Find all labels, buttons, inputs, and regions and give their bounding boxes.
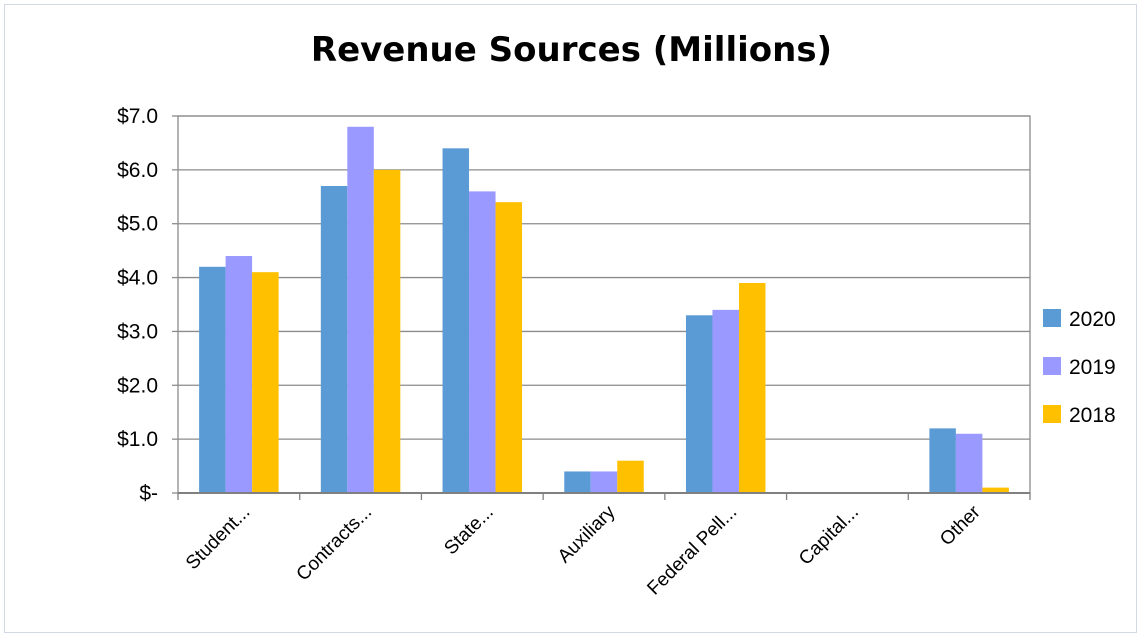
bar-2019 — [347, 126, 374, 494]
bar-2018 — [982, 487, 1009, 493]
y-tick-label: $7.0 — [117, 105, 158, 128]
legend-label: 2019 — [1069, 356, 1116, 379]
legend-swatch-2019 — [1043, 357, 1061, 375]
chart-frame — [4, 4, 1137, 633]
x-axis-ticks: Student... Contracts... State... Auxiliary F… — [182, 501, 985, 599]
bar-2020 — [564, 471, 591, 493]
bar-2018 — [495, 202, 523, 493]
gridlines — [178, 115, 1030, 440]
bar-2020 — [320, 186, 348, 493]
bar-2019 — [955, 433, 983, 493]
legend-label: 2020 — [1069, 308, 1116, 331]
legend-label: 2018 — [1069, 404, 1116, 427]
bar-2018 — [617, 460, 644, 493]
y-axis-ticks: $- $1.0 $2.0 $3.0 $4.0 $5.0 $6.0 $7.0 — [117, 105, 158, 505]
bar-2018 — [738, 282, 766, 493]
x-tick-label: Contracts... — [293, 502, 377, 586]
x-tick-label: Auxiliary — [554, 501, 620, 567]
plot-area-border — [177, 115, 1031, 494]
y-tick-label: $2.0 — [117, 374, 158, 397]
bar-2020 — [199, 266, 226, 493]
bar-2020 — [685, 315, 713, 493]
x-tick-label: Student... — [182, 502, 254, 574]
legend-swatch-2018 — [1043, 405, 1061, 423]
y-tick-label: $5.0 — [117, 213, 158, 236]
y-tick-label: $6.0 — [117, 159, 158, 182]
bar-2019 — [712, 309, 739, 493]
y-tick-label: $4.0 — [117, 267, 158, 290]
x-tick-label: Other — [936, 501, 985, 550]
bar-2018 — [373, 169, 401, 493]
x-tick-label: Federal Pell... — [644, 502, 742, 600]
chart-title: Revenue Sources (Millions) — [310, 30, 833, 70]
bar-2019 — [225, 256, 253, 493]
bar-2018 — [252, 272, 279, 493]
bar-2020 — [929, 428, 956, 493]
bar-2020 — [442, 148, 470, 494]
y-tick-label: $- — [139, 482, 158, 505]
bar-2019 — [590, 471, 618, 493]
y-tick-label: $1.0 — [117, 428, 158, 451]
legend: 2020 2019 2018 — [1043, 308, 1116, 427]
bars — [199, 126, 1009, 494]
x-tick-label: Capital... — [795, 502, 863, 570]
axes — [172, 115, 1031, 500]
legend-swatch-2020 — [1043, 309, 1061, 327]
bar-2019 — [469, 191, 496, 493]
x-tick-label: State... — [440, 502, 497, 559]
y-tick-label: $3.0 — [117, 320, 158, 343]
